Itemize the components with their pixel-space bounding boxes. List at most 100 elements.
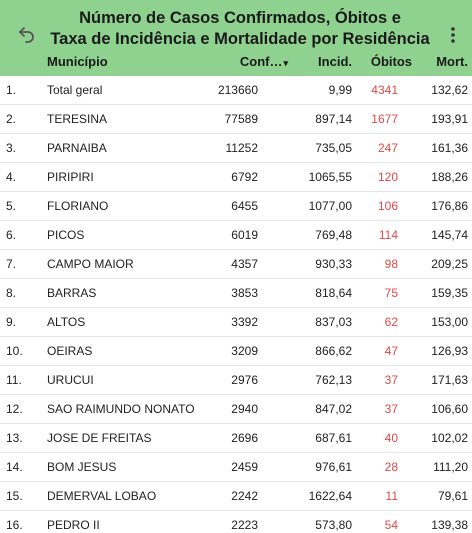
table-row[interactable]: 4. PIRIPIRI 6792 1065,55 120 188,26 bbox=[0, 163, 472, 192]
cell-confirmados: 2940 bbox=[231, 402, 258, 416]
cell-mortalidade: 111,20 bbox=[433, 460, 468, 474]
cell-municipio: JOSE DE FREITAS bbox=[47, 431, 152, 445]
cell-municipio: Total geral bbox=[47, 83, 103, 97]
cell-obitos: 114 bbox=[378, 228, 398, 242]
cell-incidencia: 735,05 bbox=[315, 141, 352, 155]
row-index: 11. bbox=[6, 373, 22, 387]
row-index: 12. bbox=[6, 402, 23, 416]
cell-incidencia: 9,99 bbox=[328, 83, 352, 97]
row-index: 14. bbox=[6, 460, 23, 474]
table-row[interactable]: 10. OEIRAS 3209 866,62 47 126,93 bbox=[0, 337, 472, 366]
cell-confirmados: 213660 bbox=[217, 83, 258, 97]
cell-confirmados: 3209 bbox=[231, 344, 258, 358]
sort-descending-icon: ▾ bbox=[283, 58, 288, 68]
cell-confirmados: 6019 bbox=[231, 228, 258, 242]
table-row[interactable]: 2. TERESINA 77589 897,14 1677 193,91 bbox=[0, 105, 472, 134]
table-body: 1. Total geral 213660 9,99 4341 132,62 2. TERES… bbox=[0, 76, 472, 533]
cell-incidencia: 930,33 bbox=[315, 257, 352, 271]
row-index: 1. bbox=[6, 83, 17, 97]
cell-incidencia: 976,61 bbox=[315, 460, 352, 474]
table-row[interactable]: 13. JOSE DE FREITAS 2696 687,61 40 102,02 bbox=[0, 424, 472, 453]
cell-mortalidade: 153,00 bbox=[431, 315, 468, 329]
cell-confirmados: 3853 bbox=[231, 286, 258, 300]
row-index: 2. bbox=[6, 112, 17, 126]
cell-incidencia: 1077,00 bbox=[308, 199, 352, 213]
column-header-municipio[interactable]: Município bbox=[47, 54, 108, 69]
cell-mortalidade: 171,63 bbox=[431, 373, 468, 387]
cell-confirmados: 2459 bbox=[231, 460, 258, 474]
cell-obitos: 54 bbox=[384, 518, 398, 532]
cell-confirmados: 3392 bbox=[231, 315, 258, 329]
row-index: 15. bbox=[6, 489, 23, 503]
cell-obitos: 47 bbox=[384, 344, 398, 358]
cell-confirmados: 2223 bbox=[231, 518, 258, 532]
cell-incidencia: 573,80 bbox=[315, 518, 352, 532]
cell-incidencia: 1622,64 bbox=[308, 489, 352, 503]
cell-incidencia: 847,02 bbox=[315, 402, 352, 416]
row-index: 7. bbox=[6, 257, 17, 271]
cell-confirmados: 11252 bbox=[225, 141, 258, 155]
cell-mortalidade: 132,62 bbox=[431, 83, 468, 97]
column-header-obitos[interactable]: Óbitos bbox=[370, 54, 412, 69]
cell-obitos: 37 bbox=[384, 373, 398, 387]
cell-incidencia: 769,48 bbox=[315, 228, 352, 242]
cell-municipio: BOM JESUS bbox=[47, 460, 117, 474]
cell-obitos: 40 bbox=[384, 431, 398, 445]
table-row[interactable]: 6. PICOS 6019 769,48 114 145,74 bbox=[0, 221, 472, 250]
cell-incidencia: 818,64 bbox=[315, 286, 352, 300]
table-row[interactable]: 11. URUCUI 2976 762,13 37 171,63 bbox=[0, 366, 472, 395]
cell-municipio: PIRIPIRI bbox=[47, 170, 94, 184]
cell-obitos: 75 bbox=[384, 286, 398, 300]
cell-obitos: 62 bbox=[384, 315, 398, 329]
cell-municipio: URUCUI bbox=[47, 373, 94, 387]
table-row[interactable]: 5. FLORIANO 6455 1077,00 106 176,86 bbox=[0, 192, 472, 221]
cell-municipio: PEDRO II bbox=[47, 518, 100, 532]
cell-obitos: 98 bbox=[384, 257, 398, 271]
cell-confirmados: 2242 bbox=[231, 489, 258, 503]
cell-incidencia: 897,14 bbox=[315, 112, 352, 126]
cell-municipio: FLORIANO bbox=[47, 199, 109, 213]
cell-incidencia: 1065,55 bbox=[308, 170, 352, 184]
cell-municipio: OEIRAS bbox=[47, 344, 93, 358]
cell-obitos: 247 bbox=[377, 141, 398, 155]
table-row[interactable]: 14. BOM JESUS 2459 976,61 28 111,20 bbox=[0, 453, 472, 482]
table-row[interactable]: 8. BARRAS 3853 818,64 75 159,35 bbox=[0, 279, 472, 308]
table-row[interactable]: 16. PEDRO II 2223 573,80 54 139,38 bbox=[0, 511, 472, 533]
kebab-menu-icon[interactable] bbox=[446, 25, 460, 45]
row-index: 13. bbox=[6, 431, 23, 445]
cell-mortalidade: 159,35 bbox=[431, 286, 468, 300]
cell-confirmados: 6455 bbox=[231, 199, 258, 213]
row-index: 5. bbox=[6, 199, 17, 213]
cell-obitos: 120 bbox=[377, 170, 398, 184]
cell-incidencia: 837,03 bbox=[315, 315, 352, 329]
cell-confirmados: 6792 bbox=[231, 170, 258, 184]
column-header-mortalidade[interactable]: Mort. bbox=[436, 54, 468, 69]
cell-mortalidade: 102,02 bbox=[431, 431, 468, 445]
table-row[interactable]: 15. DEMERVAL LOBAO 2242 1622,64 11 79,61 bbox=[0, 482, 472, 511]
table-row[interactable]: 9. ALTOS 3392 837,03 62 153,00 bbox=[0, 308, 472, 337]
table-row[interactable]: 12. SAO RAIMUNDO NONATO 2940 847,02 37 106,60 bbox=[0, 395, 472, 424]
cell-municipio: CAMPO MAIOR bbox=[47, 257, 134, 271]
cell-confirmados: 77589 bbox=[224, 112, 258, 126]
cell-municipio: PICOS bbox=[47, 228, 85, 242]
cell-confirmados: 4357 bbox=[231, 257, 258, 271]
cell-mortalidade: 209,25 bbox=[431, 257, 468, 271]
table-row[interactable]: 3. PARNAIBA 11252 735,05 247 161,36 bbox=[0, 134, 472, 163]
table-header-bar: Número de Casos Confirmados, Óbitos e Ta… bbox=[0, 0, 472, 76]
row-index: 10. bbox=[6, 344, 23, 358]
cell-obitos: 106 bbox=[377, 199, 398, 213]
undo-arrow-icon[interactable] bbox=[15, 24, 37, 46]
page-title-line2: Taxa de Incidência e Mortalidade por Res… bbox=[50, 30, 430, 48]
column-header-confirmados[interactable]: Conf…▾ bbox=[220, 52, 288, 72]
table-row[interactable]: 1. Total geral 213660 9,99 4341 132,62 bbox=[0, 76, 472, 105]
cell-obitos: 4341 bbox=[371, 83, 398, 97]
cell-confirmados: 2976 bbox=[231, 373, 258, 387]
cell-municipio: DEMERVAL LOBAO bbox=[47, 489, 157, 503]
cell-mortalidade: 193,91 bbox=[431, 112, 468, 126]
cell-municipio: ALTOS bbox=[47, 315, 86, 329]
table-row[interactable]: 7. CAMPO MAIOR 4357 930,33 98 209,25 bbox=[0, 250, 472, 279]
cell-mortalidade: 145,74 bbox=[431, 228, 468, 242]
column-header-incidencia[interactable]: Incid. bbox=[318, 54, 352, 69]
row-index: 8. bbox=[6, 286, 17, 300]
row-index: 16. bbox=[6, 518, 23, 532]
